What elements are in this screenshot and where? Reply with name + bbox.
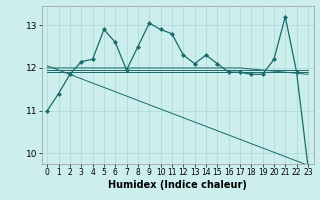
X-axis label: Humidex (Indice chaleur): Humidex (Indice chaleur) [108, 180, 247, 190]
